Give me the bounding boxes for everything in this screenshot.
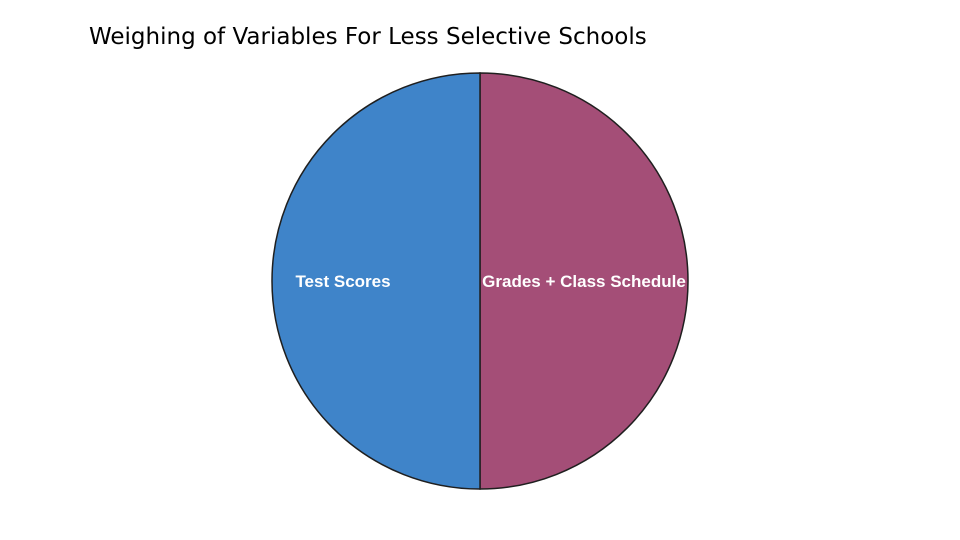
slice-label: Grades + Class Schedule [482,272,686,291]
pie-slice-test-scores [271,72,481,490]
pie-slice-grades-class-schedule [479,72,689,490]
pie-labels: Grades + Class Schedule Test Scores [295,272,685,291]
pie-slices [271,72,689,490]
chart-title: Weighing of Variables For Less Selective… [89,24,647,50]
slice-label: Test Scores [295,272,390,291]
